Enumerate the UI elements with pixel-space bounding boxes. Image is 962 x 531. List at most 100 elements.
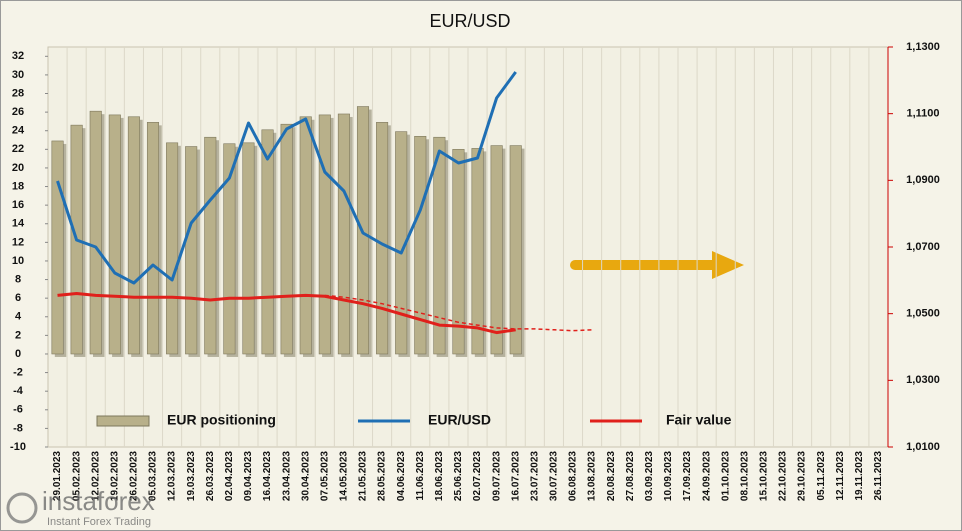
x-tick-label: 10.09.2023 xyxy=(663,451,674,501)
x-tick-label: 05.02.2023 xyxy=(71,451,82,501)
y-tick-label: 0 xyxy=(15,348,21,360)
x-tick-label: 21.05.2023 xyxy=(358,451,369,501)
x-tick-label: 16.07.2023 xyxy=(510,451,521,501)
x-tick-label: 16.04.2023 xyxy=(262,451,273,501)
x-tick-label: 07.05.2023 xyxy=(319,451,330,501)
y-tick-label: -2 xyxy=(13,366,23,378)
bar xyxy=(414,136,427,355)
dashed-line xyxy=(324,294,593,332)
x-tick-label: 25.06.2023 xyxy=(453,451,464,501)
chart-title: EUR/USD xyxy=(429,11,510,31)
bar xyxy=(280,123,293,355)
x-tick-label: 11.06.2023 xyxy=(415,451,426,501)
x-tick-label: 03.09.2023 xyxy=(644,451,655,501)
x-tick-label: 02.04.2023 xyxy=(224,451,235,501)
line xyxy=(57,292,516,335)
x-tick-label: 23.04.2023 xyxy=(281,451,292,501)
bar xyxy=(223,143,236,355)
legend-label: Fair value xyxy=(666,412,732,428)
x-tick-label: 29.01.2023 xyxy=(52,451,63,501)
bar xyxy=(127,116,140,355)
y-tick-label: -8 xyxy=(13,422,23,434)
x-tick-label: 18.06.2023 xyxy=(434,451,445,501)
bar xyxy=(376,122,389,355)
arrow-head xyxy=(712,251,744,279)
x-tick-label: 19.02.2023 xyxy=(109,451,120,501)
watermark-logo xyxy=(6,492,38,524)
bar xyxy=(185,146,198,355)
bar xyxy=(509,145,522,355)
x-tick-label: 06.08.2023 xyxy=(568,451,579,501)
y-tick-label: 32 xyxy=(12,50,24,62)
bar xyxy=(337,113,350,355)
y-tick-label: 24 xyxy=(12,125,25,137)
x-tick-label: 09.07.2023 xyxy=(491,451,502,501)
x-tick-label: 17.09.2023 xyxy=(682,451,693,501)
y2-tick-label: 1,0500 xyxy=(906,308,940,320)
x-tick-label: 04.06.2023 xyxy=(396,451,407,501)
bar xyxy=(51,140,64,355)
x-tick-label: 26.11.2023 xyxy=(873,451,884,501)
x-tick-label: 30.07.2023 xyxy=(549,451,560,501)
y-tick-label: 4 xyxy=(15,311,22,323)
y-tick-label: 16 xyxy=(12,199,24,211)
y-tick-label: 30 xyxy=(12,69,24,81)
y-tick-label: 18 xyxy=(12,180,24,192)
x-tick-label: 22.10.2023 xyxy=(778,451,789,501)
bar xyxy=(166,142,179,355)
bar xyxy=(318,114,331,355)
x-tick-label: 28.05.2023 xyxy=(377,451,388,501)
bar xyxy=(146,122,160,355)
x-tick-label: 14.05.2023 xyxy=(339,451,350,501)
x-tick-label: 29.10.2023 xyxy=(797,451,808,501)
y-tick-label: -10 xyxy=(10,441,26,453)
y-tick-label: 8 xyxy=(15,273,21,285)
y-tick-label: 10 xyxy=(12,255,24,267)
y-tick-label: 20 xyxy=(12,162,24,174)
y2-tick-label: 1,1100 xyxy=(906,108,939,120)
arrow-shaft xyxy=(570,260,718,270)
x-tick-label: 26.02.2023 xyxy=(129,451,140,501)
y-tick-label: 14 xyxy=(12,218,25,230)
y2-tick-label: 1,1300 xyxy=(906,41,940,53)
bar xyxy=(490,145,503,355)
legend-label: EUR positioning xyxy=(167,412,276,428)
x-tick-label: 30.04.2023 xyxy=(300,451,311,501)
x-tick-label: 01.10.2023 xyxy=(720,451,731,501)
y2-tick-label: 1,0100 xyxy=(906,441,940,453)
x-tick-label: 27.08.2023 xyxy=(625,451,636,501)
watermark-brand: instaforex xyxy=(42,486,155,516)
x-tick-label: 23.07.2023 xyxy=(529,451,540,501)
x-tick-label: 13.08.2023 xyxy=(587,451,598,501)
x-tick-label: 26.03.2023 xyxy=(205,451,216,501)
x-tick-label: 20.08.2023 xyxy=(606,451,617,501)
bar xyxy=(471,148,484,355)
x-tick-label: 12.03.2023 xyxy=(167,451,178,501)
bar xyxy=(89,110,102,355)
x-tick-label: 05.11.2023 xyxy=(816,451,827,501)
x-tick-label: 19.11.2023 xyxy=(854,451,865,501)
x-tick-label: 02.07.2023 xyxy=(472,451,483,501)
bar xyxy=(204,136,217,355)
x-tick-label: 05.03.2023 xyxy=(148,451,159,501)
x-tick-label: 24.09.2023 xyxy=(701,451,712,501)
x-tick-label: 09.04.2023 xyxy=(243,451,254,501)
bar xyxy=(242,142,255,355)
y2-tick-label: 1,0300 xyxy=(906,374,940,386)
x-tick-label: 19.03.2023 xyxy=(186,451,197,501)
bar xyxy=(299,116,312,355)
y-tick-label: 28 xyxy=(12,87,24,99)
line xyxy=(56,71,517,285)
y-tick-label: 2 xyxy=(15,329,21,341)
x-tick-label: 08.10.2023 xyxy=(739,451,750,501)
x-tick-label: 12.11.2023 xyxy=(835,451,846,501)
y2-tick-label: 1,0700 xyxy=(906,241,940,253)
y-tick-label: 6 xyxy=(15,292,21,304)
bar xyxy=(261,129,274,355)
bar xyxy=(433,136,446,355)
y-tick-label: 22 xyxy=(12,143,24,155)
legend-swatch xyxy=(96,415,150,427)
watermark-tagline: Instant Forex Trading xyxy=(47,516,151,528)
